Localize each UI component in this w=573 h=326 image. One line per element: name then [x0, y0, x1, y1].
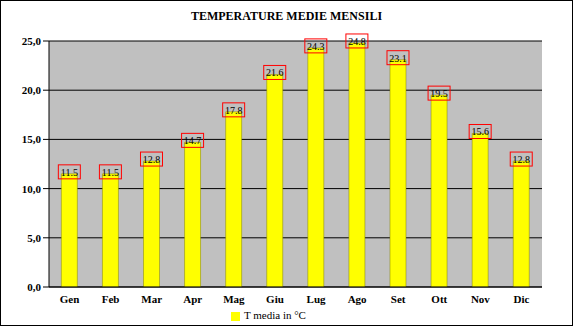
svg-text:12.8: 12.8	[143, 154, 161, 165]
svg-text:Dic: Dic	[514, 293, 530, 305]
svg-text:12.8: 12.8	[512, 154, 530, 165]
svg-text:19.5: 19.5	[430, 88, 448, 99]
svg-text:17.8: 17.8	[225, 105, 243, 116]
svg-text:Mar: Mar	[141, 293, 162, 305]
svg-text:Ott: Ott	[431, 293, 447, 305]
svg-text:23.1: 23.1	[389, 53, 407, 64]
svg-text:25,0: 25,0	[22, 35, 42, 47]
svg-text:Nov: Nov	[471, 293, 490, 305]
svg-text:Set: Set	[391, 293, 406, 305]
html-text:T media in °C: T media in °C	[244, 309, 306, 321]
svg-text:24.8: 24.8	[348, 36, 366, 47]
svg-text:Feb: Feb	[102, 293, 120, 305]
svg-text:0,0: 0,0	[27, 281, 41, 293]
svg-text:Mag: Mag	[223, 293, 245, 305]
svg-text:21.6: 21.6	[266, 67, 284, 78]
svg-text:Lug: Lug	[307, 293, 326, 305]
svg-text:Ago: Ago	[348, 293, 367, 305]
svg-text:Giu: Giu	[266, 293, 284, 305]
svg-text:15.6: 15.6	[471, 126, 489, 137]
html-text:TEMPERATURE MEDIE MENSILI: TEMPERATURE MEDIE MENSILI	[190, 9, 383, 23]
svg-text:14.7: 14.7	[184, 135, 202, 146]
svg-text:11.5: 11.5	[61, 167, 78, 178]
svg-text:Apr: Apr	[183, 293, 202, 305]
svg-text:Gen: Gen	[60, 293, 80, 305]
svg-text:15,0: 15,0	[22, 133, 42, 145]
svg-text:24.3: 24.3	[307, 41, 325, 52]
svg-text:20,0: 20,0	[22, 84, 42, 96]
svg-text:10,0: 10,0	[22, 183, 42, 195]
svg-text:5,0: 5,0	[27, 232, 41, 244]
svg-text:11.5: 11.5	[102, 167, 119, 178]
